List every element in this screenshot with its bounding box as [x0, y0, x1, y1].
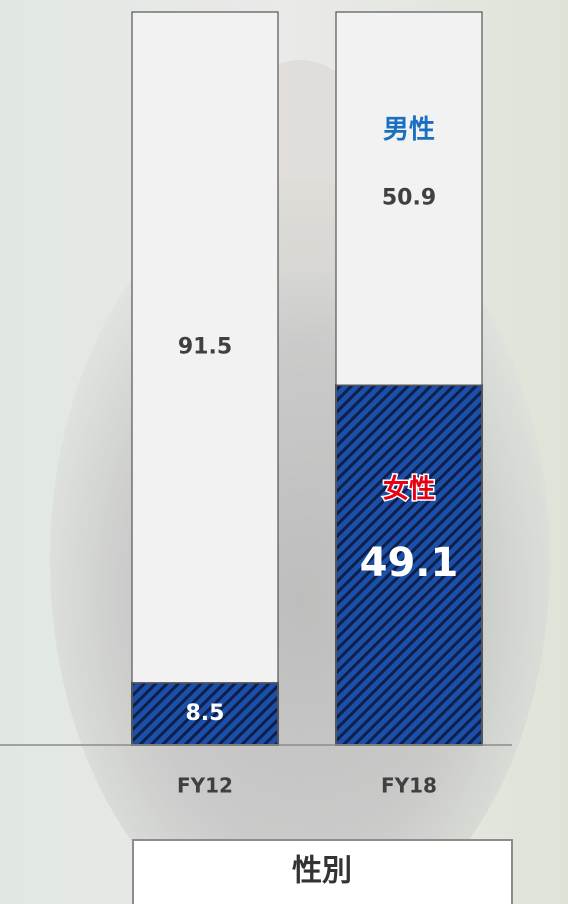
value-label: 50.9 — [382, 186, 436, 211]
value-label: 49.1 — [360, 540, 459, 586]
bar-segment — [335, 384, 483, 746]
value-label: 91.5 — [178, 334, 232, 359]
bar-segment — [335, 11, 483, 386]
series-label: 男性 — [383, 115, 435, 145]
x-tick-label: FY12 — [177, 774, 233, 798]
footer-box — [132, 839, 513, 904]
x-tick-label: FY18 — [381, 774, 437, 798]
series-label: 女性 — [383, 474, 435, 505]
plot: 8.5 91.5 FY12 49.1 女性 50.9 男性 FY18 — [131, 11, 483, 798]
bar-segment — [131, 11, 279, 684]
value-label: 8.5 — [186, 701, 225, 726]
footer-label: 性別 — [292, 854, 352, 889]
